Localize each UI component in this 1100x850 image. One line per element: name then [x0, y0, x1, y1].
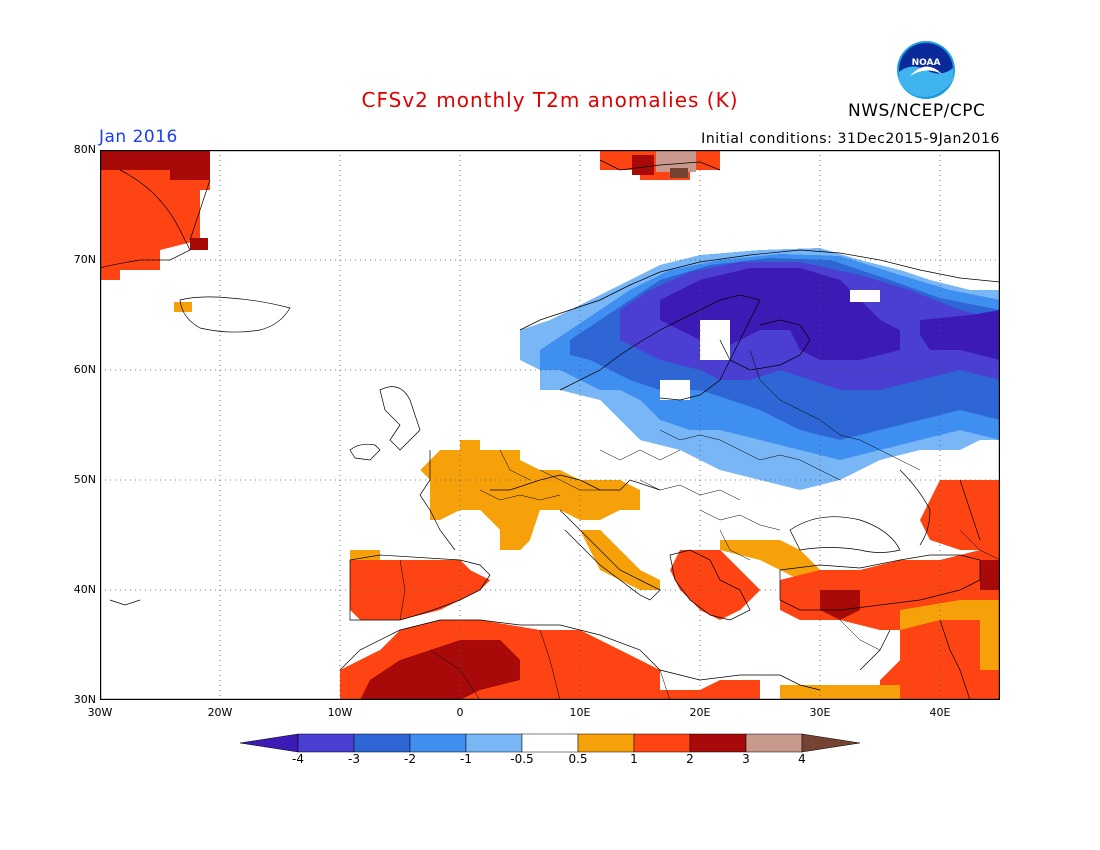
- greece-warm: [670, 550, 760, 620]
- lat-label-40n: 40N: [73, 583, 96, 596]
- mediterranean-sea: [480, 610, 780, 690]
- colorbar-cell: [577, 733, 635, 753]
- iberia-warm: [350, 550, 490, 620]
- colorbar-label-minus4: -4: [292, 752, 304, 766]
- map-frame: [100, 150, 1000, 700]
- greenland-warm: [100, 150, 210, 280]
- white-sea: [850, 290, 880, 302]
- anomaly-map: [100, 150, 1000, 700]
- svalbard-brown: [670, 168, 688, 178]
- lon-label-10e: 10E: [569, 706, 591, 719]
- lon-label-30w: 30W: [87, 706, 113, 719]
- lon-label-10w: 10W: [327, 706, 353, 719]
- colorbar-cell: [409, 733, 467, 753]
- lon-label-0: 0: [456, 706, 464, 719]
- anomaly-fill: [100, 150, 1000, 700]
- coastlines: [100, 159, 1000, 700]
- iberia-mild-edge: [350, 550, 380, 560]
- north-africa-hot: [360, 640, 520, 700]
- colorbar-cell: [633, 733, 691, 753]
- colorbar: [240, 733, 860, 753]
- forecast-month: Jan 2016: [99, 127, 178, 147]
- colorbar-cell: [353, 733, 411, 753]
- baltic-gap-2: [660, 380, 690, 400]
- gridlines: [100, 150, 1000, 700]
- colorbar-label-0-5: 0.5: [568, 752, 588, 766]
- black-sea-east-warm: [920, 480, 1000, 550]
- noaa-logo-text: NOAA: [912, 58, 941, 68]
- italy-mild: [580, 530, 660, 590]
- turkey-hot: [820, 590, 860, 620]
- colorbar-cell: [465, 733, 523, 753]
- colorbar-label-minus2: -2: [404, 752, 416, 766]
- lon-label-40e: 40E: [929, 706, 951, 719]
- caspian-hot: [980, 560, 1000, 590]
- colorbar-label-4: 4: [798, 752, 806, 766]
- lon-label-20e: 20E: [689, 706, 711, 719]
- colorbar-label-minus0-5: -0.5: [510, 752, 534, 766]
- middle-east-mild: [780, 685, 900, 700]
- colorbar-left-arrow: [240, 733, 299, 753]
- lon-label-30e: 30E: [809, 706, 831, 719]
- colorbar-label-1: 1: [630, 752, 638, 766]
- chart-title: CFSv2 monthly T2m anomalies (K): [361, 88, 739, 112]
- lat-label-60n: 60N: [73, 363, 96, 376]
- lat-label-80n: 80N: [73, 143, 96, 156]
- colorbar-label-minus1: -1: [460, 752, 472, 766]
- lat-label-70n: 70N: [73, 253, 96, 266]
- western-europe-mild: [420, 440, 640, 550]
- colorbar-cell: [689, 733, 747, 753]
- greenland-hot: [100, 150, 210, 180]
- svalbard-hot: [632, 155, 654, 175]
- lon-label-20w: 20W: [207, 706, 233, 719]
- baltic-gap: [700, 320, 730, 360]
- colorbar-cell: [297, 733, 355, 753]
- russia-cold-5: [920, 310, 1000, 360]
- lat-label-30n: 30N: [73, 693, 96, 706]
- colorbar-label-3: 3: [742, 752, 750, 766]
- middle-east-mild-2: [980, 620, 1000, 670]
- greenland-hot-patch: [190, 238, 208, 250]
- svalbard-pink: [656, 150, 696, 172]
- colorbar-cell: [745, 733, 803, 753]
- noaa-logo: NOAA: [897, 41, 955, 99]
- iceland-warm: [174, 302, 192, 312]
- colorbar-label-2: 2: [686, 752, 694, 766]
- initial-conditions: Initial conditions: 31Dec2015-9Jan2016: [701, 131, 1000, 147]
- agency-label: NWS/NCEP/CPC: [848, 101, 986, 121]
- colorbar-label-minus3: -3: [348, 752, 360, 766]
- balkans-mild: [720, 540, 820, 580]
- colorbar-right-arrow: [801, 733, 860, 753]
- lat-label-50n: 50N: [73, 473, 96, 486]
- colorbar-cell: [521, 733, 579, 753]
